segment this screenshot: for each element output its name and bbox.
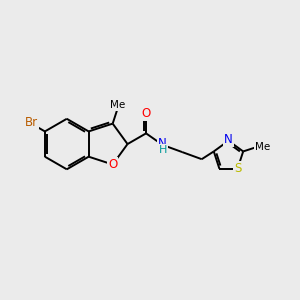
Text: S: S [234, 162, 241, 175]
Text: Me: Me [110, 100, 126, 110]
Text: O: O [108, 158, 117, 171]
Text: O: O [141, 107, 151, 120]
Text: Br: Br [25, 116, 38, 129]
Text: N: N [224, 133, 233, 146]
Text: N: N [158, 137, 167, 150]
Text: H: H [158, 145, 167, 155]
Text: Me: Me [255, 142, 270, 152]
